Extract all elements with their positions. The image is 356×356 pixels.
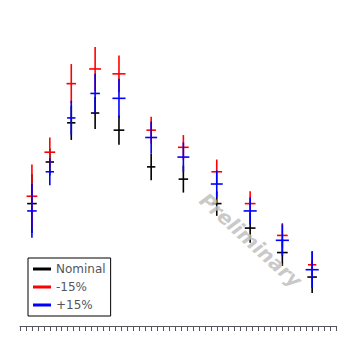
svg-text:Preliminary: Preliminary <box>195 188 308 293</box>
svg-text:-15%: -15% <box>56 280 87 294</box>
svg-text:Nominal: Nominal <box>56 262 106 276</box>
svg-text:+15%: +15% <box>56 298 93 312</box>
